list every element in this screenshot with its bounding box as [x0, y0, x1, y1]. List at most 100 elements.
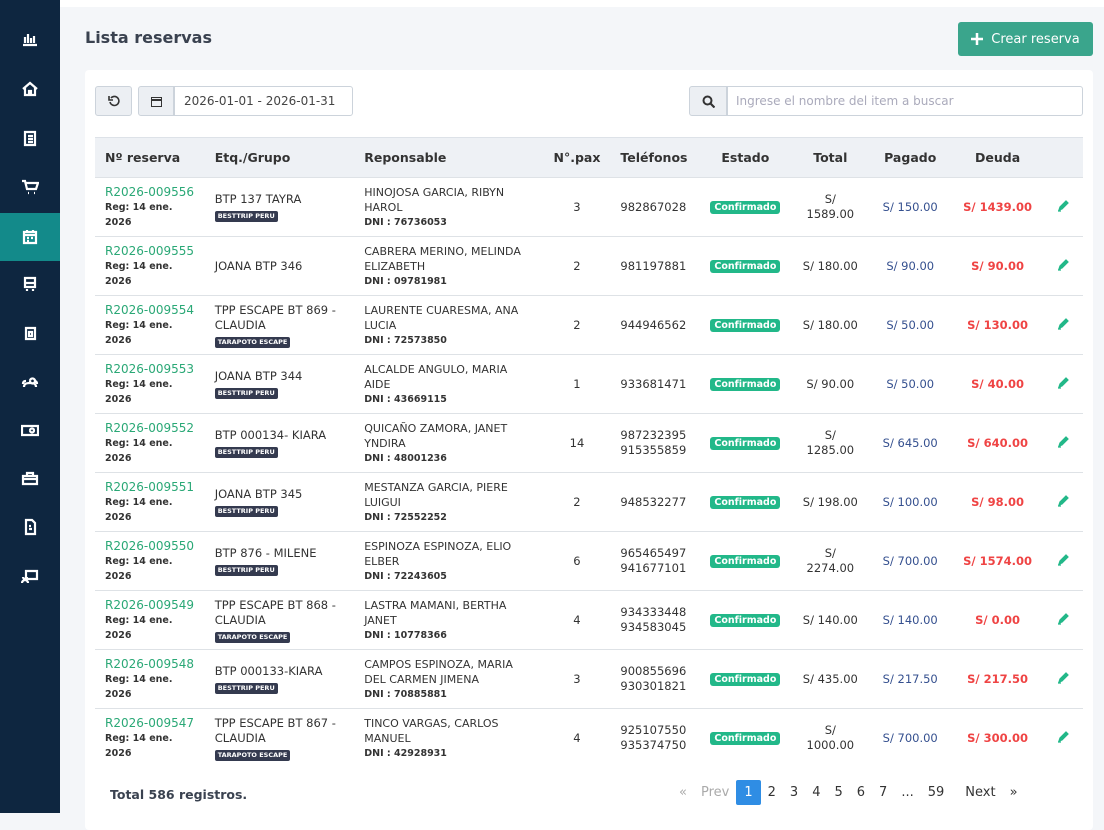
paid: S/ 217.50 [870, 650, 950, 709]
sidebar-icon [21, 568, 39, 586]
reservations-table: Nº reservaEtq./GrupoReponsableN°.paxTelé… [95, 137, 1083, 768]
edit-icon [1057, 376, 1070, 389]
pager-page[interactable]: 3 [783, 780, 805, 805]
pager-page[interactable]: 6 [850, 780, 872, 805]
edit-button[interactable] [1057, 201, 1070, 215]
group-name: JOANA BTP 344 [215, 369, 345, 384]
pager-page[interactable]: 1 [736, 780, 760, 805]
pager-page[interactable]: 2 [761, 780, 783, 805]
sidebar-item[interactable] [0, 358, 60, 406]
total: S/ 435.00 [790, 650, 870, 709]
actions-cell [1045, 591, 1083, 650]
pager-page[interactable]: 4 [805, 780, 827, 805]
reservation-code[interactable]: R2026-009549 [105, 598, 195, 613]
group-cell: TPP ESCAPE BT 869 - CLAUDIATARAPOTO ESCA… [205, 296, 355, 355]
reservation-code[interactable]: R2026-009550 [105, 539, 195, 554]
group-tag: BESTTRIP PERU [215, 683, 278, 694]
plus-icon [971, 33, 983, 45]
responsible-cell: LASTRA MAMANI, BERTHA JANETDNI : 1077836… [354, 591, 543, 650]
sidebar-item[interactable] [0, 454, 60, 502]
status-badge: Confirmado [710, 732, 780, 745]
responsible-name: CAMPOS ESPINOZA, MARIA DEL CARMEN JIMENA [364, 657, 533, 687]
pager-prev[interactable]: Prev [694, 780, 736, 805]
status-badge: Confirmado [710, 673, 780, 686]
responsible-name: QUICAÑO ZAMORA, JANET YNDIRA [364, 421, 533, 451]
edit-button[interactable] [1057, 555, 1070, 569]
code-cell: R2026-009552Reg: 14 ene. 2026 [95, 414, 205, 473]
reservation-code[interactable]: R2026-009554 [105, 303, 195, 318]
reservation-code[interactable]: R2026-009556 [105, 185, 195, 200]
reservation-code[interactable]: R2026-009555 [105, 244, 195, 259]
phones-cell: 948532277 [610, 473, 700, 532]
edit-button[interactable] [1057, 319, 1070, 333]
sidebar-item[interactable] [0, 114, 60, 162]
status-cell: Confirmado [700, 178, 790, 237]
sidebar-item[interactable] [0, 503, 60, 551]
responsible-cell: QUICAÑO ZAMORA, JANET YNDIRADNI : 480012… [354, 414, 543, 473]
status-cell: Confirmado [700, 709, 790, 768]
group-cell: TPP ESCAPE BT 867 - CLAUDIATARAPOTO ESCA… [205, 709, 355, 768]
phone: 948532277 [620, 495, 690, 510]
reservation-code[interactable]: R2026-009552 [105, 421, 195, 436]
phone: 944946562 [620, 318, 690, 333]
date-range-input[interactable]: 2026-01-01 - 2026-01-31 [174, 86, 353, 116]
reservation-code[interactable]: R2026-009548 [105, 657, 195, 672]
responsible-cell: LAURENTE CUARESMA, ANA LUCIADNI : 725738… [354, 296, 543, 355]
responsible-name: TINCO VARGAS, CARLOS MANUEL [364, 716, 533, 746]
reservation-code[interactable]: R2026-009553 [105, 362, 195, 377]
reservation-code[interactable]: R2026-009551 [105, 480, 195, 495]
edit-button[interactable] [1057, 378, 1070, 392]
pager-page[interactable]: ... [894, 780, 920, 805]
phones-cell: 900855696930301821 [610, 650, 700, 709]
dni: DNI : 42928931 [364, 746, 533, 761]
group-tag: BESTTRIP PERU [215, 506, 278, 517]
edit-button[interactable] [1057, 260, 1070, 274]
phone: 965465497 [620, 546, 690, 561]
sidebar [0, 0, 60, 813]
reservation-row: R2026-009552Reg: 14 ene. 2026BTP 000134-… [95, 414, 1083, 473]
sidebar-item[interactable] [0, 406, 60, 454]
pager-page[interactable]: 7 [872, 780, 894, 805]
reservation-row: R2026-009555Reg: 14 ene. 2026 JOANA BTP 3… [95, 237, 1083, 296]
debt: S/ 300.00 [950, 709, 1045, 768]
sidebar-item[interactable] [0, 16, 60, 64]
sidebar-item[interactable] [0, 163, 60, 211]
group-tag: BESTTRIP PERU [215, 447, 278, 458]
actions-cell [1045, 237, 1083, 296]
edit-button[interactable] [1057, 732, 1070, 746]
reservation-row: R2026-009548Reg: 14 ene. 2026BTP 000133-… [95, 650, 1083, 709]
reservation-code[interactable]: R2026-009547 [105, 716, 195, 731]
code-cell: R2026-009556Reg: 14 ene. 2026 [95, 178, 205, 237]
search-input[interactable]: Ingrese el nombre del item a buscar [727, 86, 1083, 116]
sidebar-item[interactable] [0, 65, 60, 113]
sidebar-item[interactable] [0, 553, 60, 601]
sidebar-item[interactable] [0, 309, 60, 357]
actions-cell [1045, 355, 1083, 414]
edit-button[interactable] [1057, 614, 1070, 628]
group-name: JOANA BTP 346 [215, 259, 345, 274]
pager-next[interactable]: Next [951, 780, 1002, 805]
sidebar-icon [21, 469, 39, 487]
code-cell: R2026-009547Reg: 14 ene. 2026 [95, 709, 205, 768]
edit-button[interactable] [1057, 496, 1070, 510]
code-cell: R2026-009549Reg: 14 ene. 2026 [95, 591, 205, 650]
group-name: TPP ESCAPE BT 869 - CLAUDIA [215, 303, 345, 333]
total: S/ 180.00 [790, 237, 870, 296]
pager-first[interactable]: « [672, 780, 694, 805]
edit-button[interactable] [1057, 673, 1070, 687]
phone: 935374750 [620, 738, 690, 753]
pager-page[interactable]: 59 [921, 780, 952, 805]
code-cell: R2026-009555Reg: 14 ene. 2026 [95, 237, 205, 296]
refresh-button[interactable] [95, 86, 132, 116]
sidebar-item[interactable] [0, 260, 60, 308]
phones-cell: 925107550935374750 [610, 709, 700, 768]
group-name: BTP 137 TAYRA [215, 192, 345, 207]
sidebar-item[interactable] [0, 213, 60, 261]
sidebar-icon [21, 80, 39, 98]
edit-button[interactable] [1057, 437, 1070, 451]
pager-page[interactable]: 5 [827, 780, 849, 805]
pager-last[interactable]: » [1003, 780, 1025, 805]
create-button[interactable]: Crear reserva [958, 22, 1093, 56]
paid: S/ 150.00 [870, 178, 950, 237]
phone: 900855696 [620, 664, 690, 679]
